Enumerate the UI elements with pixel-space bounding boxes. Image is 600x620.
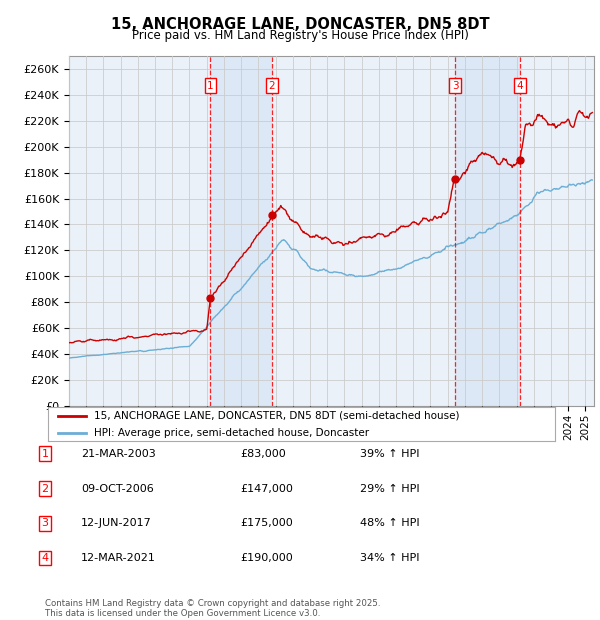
Text: £83,000: £83,000 [240, 449, 286, 459]
Text: 4: 4 [41, 553, 49, 563]
Text: Contains HM Land Registry data © Crown copyright and database right 2025.
This d: Contains HM Land Registry data © Crown c… [45, 599, 380, 618]
Text: 29% ↑ HPI: 29% ↑ HPI [360, 484, 419, 494]
Text: 21-MAR-2003: 21-MAR-2003 [81, 449, 156, 459]
Bar [455, 56, 520, 406]
Text: 15, ANCHORAGE LANE, DONCASTER, DN5 8DT: 15, ANCHORAGE LANE, DONCASTER, DN5 8DT [110, 17, 490, 32]
Text: 34% ↑ HPI: 34% ↑ HPI [360, 553, 419, 563]
Text: 15, ANCHORAGE LANE, DONCASTER, DN5 8DT (semi-detached house): 15, ANCHORAGE LANE, DONCASTER, DN5 8DT (… [94, 411, 459, 421]
Text: HPI: Average price, semi-detached house, Doncaster: HPI: Average price, semi-detached house,… [94, 428, 369, 438]
Text: £147,000: £147,000 [240, 484, 293, 494]
Text: 12-MAR-2021: 12-MAR-2021 [81, 553, 156, 563]
Text: £175,000: £175,000 [240, 518, 293, 528]
Bar [211, 56, 272, 406]
Text: 12-JUN-2017: 12-JUN-2017 [81, 518, 152, 528]
Text: 39% ↑ HPI: 39% ↑ HPI [360, 449, 419, 459]
Text: 09-OCT-2006: 09-OCT-2006 [81, 484, 154, 494]
Text: 48% ↑ HPI: 48% ↑ HPI [360, 518, 419, 528]
Text: 3: 3 [452, 81, 458, 91]
Text: £190,000: £190,000 [240, 553, 293, 563]
Text: 1: 1 [41, 449, 49, 459]
Text: 2: 2 [268, 81, 275, 91]
Text: 4: 4 [517, 81, 523, 91]
Text: 1: 1 [207, 81, 214, 91]
Text: 3: 3 [41, 518, 49, 528]
Text: 2: 2 [41, 484, 49, 494]
Text: Price paid vs. HM Land Registry's House Price Index (HPI): Price paid vs. HM Land Registry's House … [131, 29, 469, 42]
